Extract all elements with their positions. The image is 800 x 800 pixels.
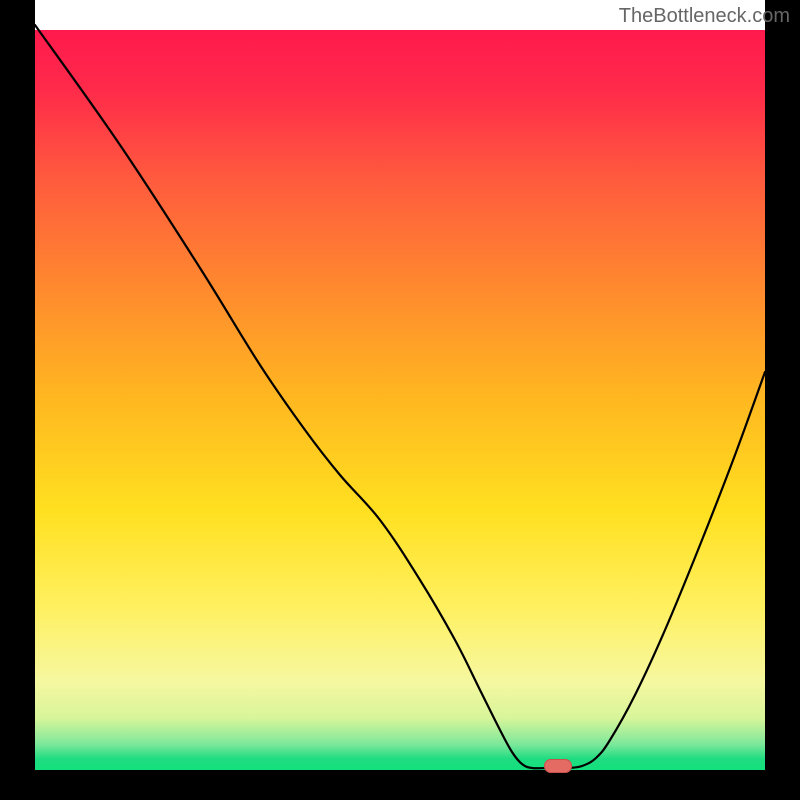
frame-right_bar	[765, 0, 800, 800]
frame-left_bar	[0, 0, 35, 800]
chart-root: TheBottleneck.com	[0, 0, 800, 800]
gradient-background	[35, 30, 765, 770]
bottleneck-chart	[0, 0, 800, 800]
optimal-point-marker	[544, 759, 572, 773]
frame-bottom_bar	[0, 770, 800, 800]
watermark-text: TheBottleneck.com	[619, 5, 790, 28]
